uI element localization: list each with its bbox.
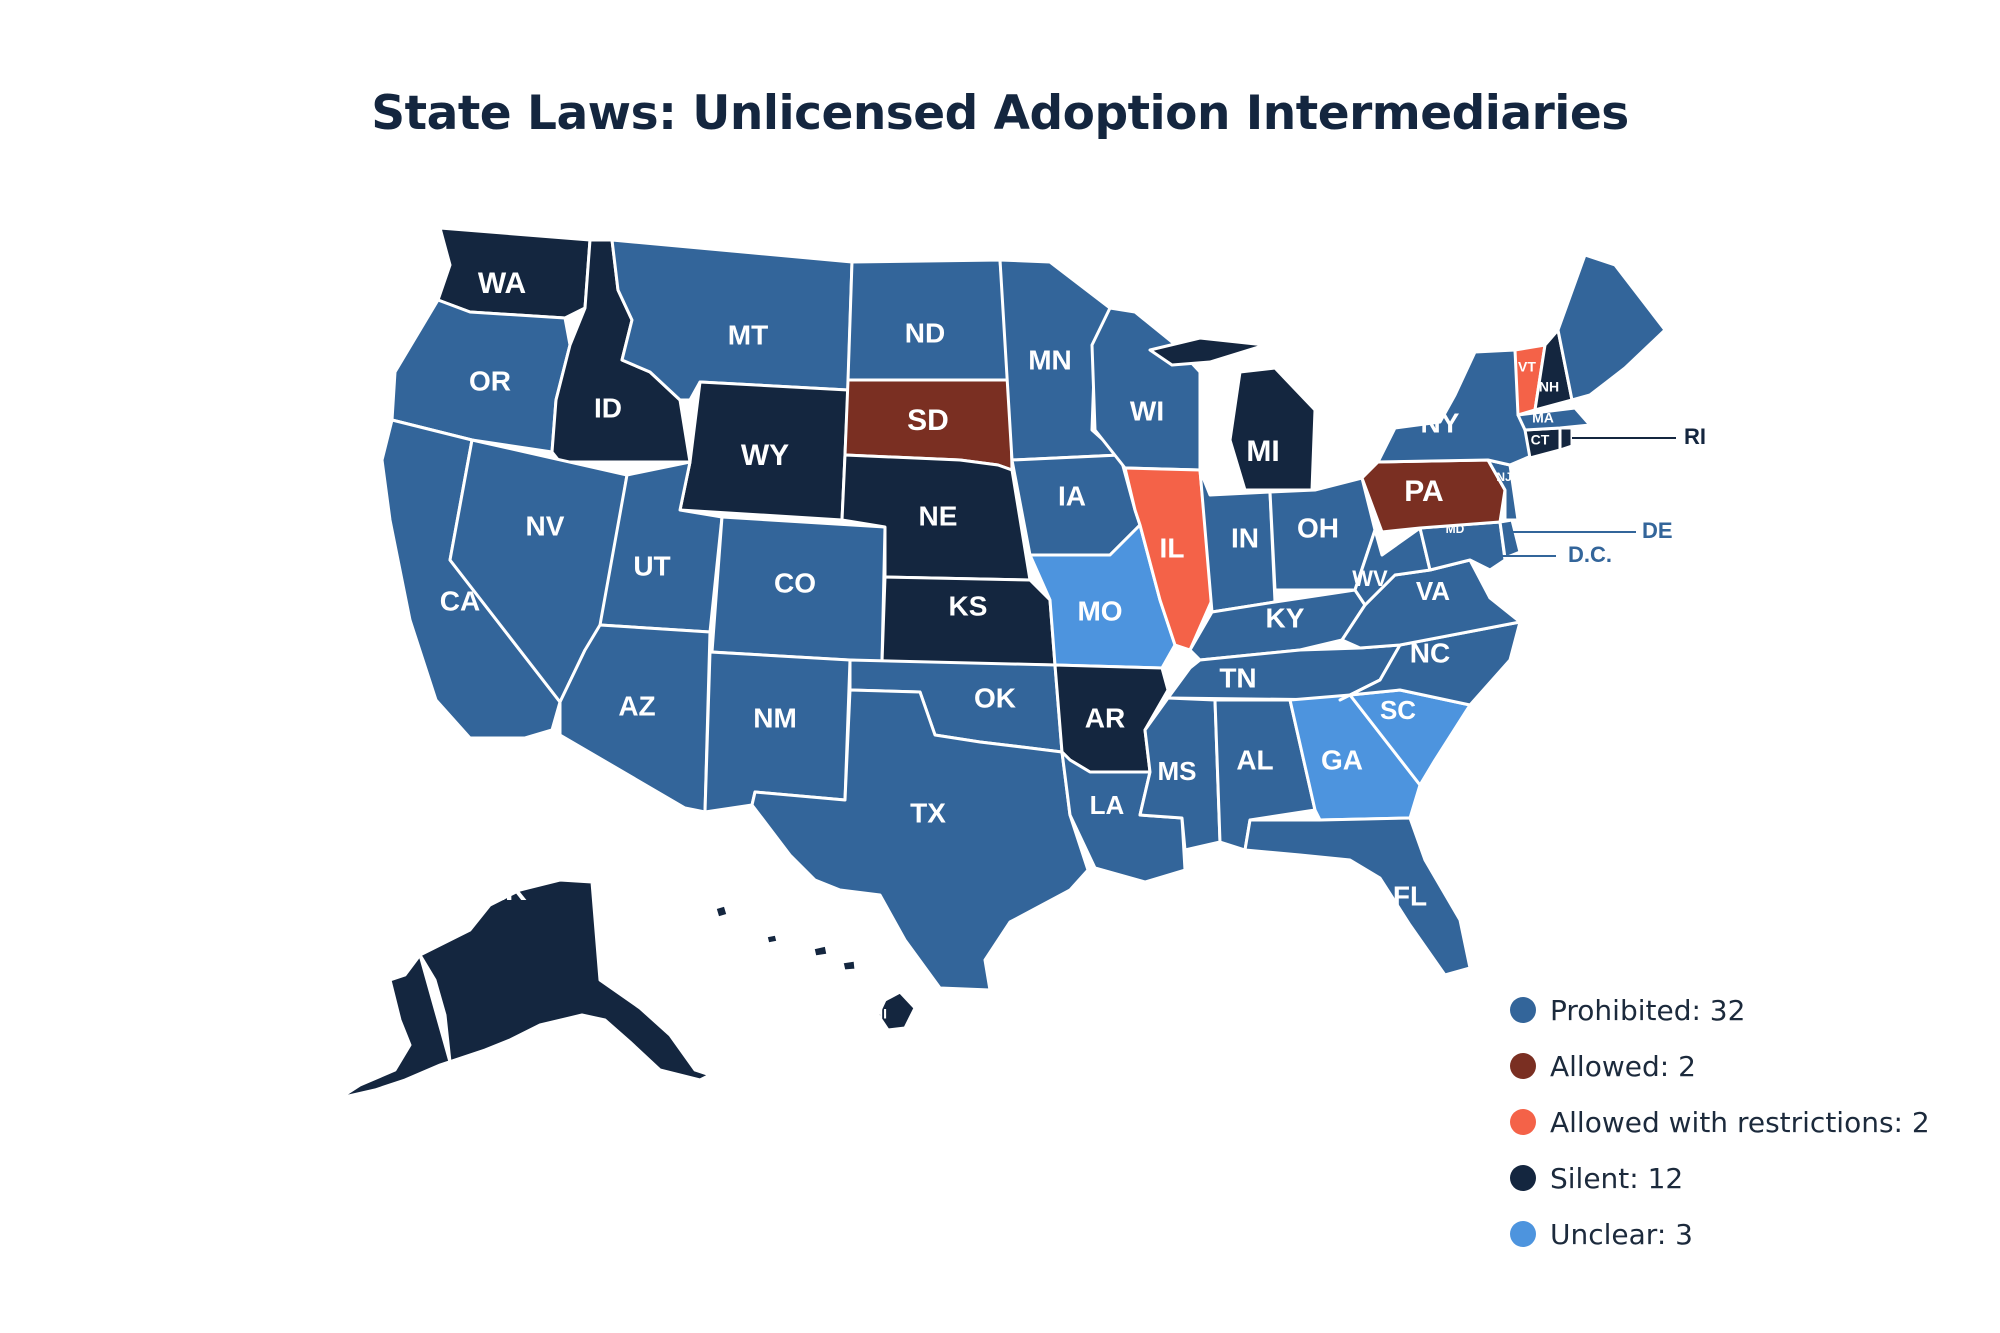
state-label-fl: FL [1393, 880, 1427, 911]
state-label-sd: SD [907, 404, 949, 437]
state-label-de: DE [1642, 518, 1673, 543]
state-ri[interactable] [1558, 426, 1574, 452]
legend-item-restricted: Allowed with restrictions: 2 [1510, 1094, 1930, 1150]
state-label-nm: NM [753, 702, 797, 733]
state-label-ut: UT [633, 550, 670, 581]
legend-label: Allowed with restrictions: 2 [1550, 1105, 1930, 1139]
state-label-wa: WA [478, 267, 526, 300]
state-label-ga: GA [1321, 744, 1363, 775]
map-title: State Laws: Unlicensed Adoption Intermed… [371, 86, 1629, 141]
legend-swatch [1510, 997, 1536, 1023]
state-label-ia: IA [1058, 480, 1086, 511]
state-label-la: LA [1090, 790, 1125, 820]
state-hi-island-2[interactable] [764, 932, 780, 946]
state-label-or: OR [469, 365, 511, 396]
state-label-ny: NY [1421, 407, 1460, 438]
state-label-co: CO [774, 567, 816, 598]
state-label-nc: NC [1410, 637, 1450, 668]
state-label-id: ID [594, 392, 622, 423]
state-ak[interactable] [338, 878, 712, 1100]
legend-label: Prohibited: 32 [1550, 993, 1746, 1027]
state-label-az: AZ [618, 690, 655, 721]
state-label-ne: NE [919, 500, 958, 531]
legend-label: Silent: 12 [1550, 1161, 1684, 1195]
state-label-ky: KY [1266, 602, 1305, 633]
state-label-vt: VT [1518, 359, 1536, 375]
state-ms[interactable] [1138, 696, 1222, 852]
state-ma[interactable] [1516, 406, 1592, 432]
state-hi-island-1[interactable] [713, 903, 730, 920]
state-label-md: MD [1446, 522, 1465, 536]
state-wy[interactable] [678, 380, 850, 522]
state-de[interactable] [1498, 518, 1522, 560]
state-label-il: IL [1160, 532, 1185, 563]
state-label-ar: AR [1085, 702, 1125, 733]
state-label-ok: OK [974, 682, 1016, 713]
state-label-ks: KS [949, 590, 988, 621]
state-tx[interactable] [750, 688, 1090, 992]
state-label-wi: WI [1130, 395, 1164, 426]
state-hi-island-3[interactable] [811, 943, 830, 959]
state-label-sc: SC [1380, 695, 1416, 725]
state-label-ca: CA [440, 585, 480, 616]
state-hi[interactable] [876, 990, 917, 1032]
legend-item-allowed: Allowed: 2 [1510, 1038, 1930, 1094]
state-label-nj: NJ [1496, 470, 1511, 484]
state-label-mt: MT [728, 319, 768, 350]
state-me[interactable] [1556, 253, 1667, 402]
state-label-tx: TX [910, 797, 946, 828]
legend-swatch [1510, 1221, 1536, 1247]
legend-swatch [1510, 1109, 1536, 1135]
legend-label: Allowed: 2 [1550, 1049, 1696, 1083]
state-label-dc: D.C. [1568, 542, 1612, 567]
state-label-hi: HI [873, 1006, 887, 1022]
state-label-ct: CT [1531, 432, 1550, 448]
state-label-ms: MS [1158, 756, 1197, 786]
state-label-pa: PA [1404, 475, 1443, 508]
legend-item-unclear: Unclear: 3 [1510, 1206, 1930, 1262]
state-label-wv: WV [1352, 566, 1388, 591]
legend-item-prohibited: Prohibited: 32 [1510, 982, 1930, 1038]
legend-swatch [1510, 1053, 1536, 1079]
legend-label: Unclear: 3 [1550, 1217, 1693, 1251]
state-label-al: AL [1236, 744, 1273, 775]
state-hi-island-4[interactable] [840, 958, 858, 973]
state-label-in: IN [1231, 522, 1259, 553]
state-label-tn: TN [1219, 662, 1256, 693]
state-label-mn: MN [1028, 344, 1072, 375]
legend: Prohibited: 32 Allowed: 2 Allowed with res… [1510, 982, 1930, 1262]
legend-swatch [1510, 1165, 1536, 1191]
state-label-ri: RI [1684, 424, 1706, 449]
state-wi[interactable] [1090, 306, 1202, 472]
legend-item-silent: Silent: 12 [1510, 1150, 1930, 1206]
state-label-mi: MI [1246, 435, 1279, 468]
state-label-ak: AK [483, 874, 527, 907]
state-fl[interactable] [1243, 816, 1472, 977]
state-label-nh: NH [1539, 379, 1559, 395]
state-label-oh: OH [1297, 512, 1339, 543]
state-label-nd: ND [905, 317, 945, 348]
state-label-va: VA [1416, 576, 1450, 606]
state-nc[interactable] [1338, 620, 1522, 707]
state-label-ma: MA [1532, 410, 1554, 426]
state-label-mo: MO [1077, 595, 1122, 626]
state-label-wy: WY [741, 439, 789, 472]
state-label-nv: NV [526, 510, 565, 541]
